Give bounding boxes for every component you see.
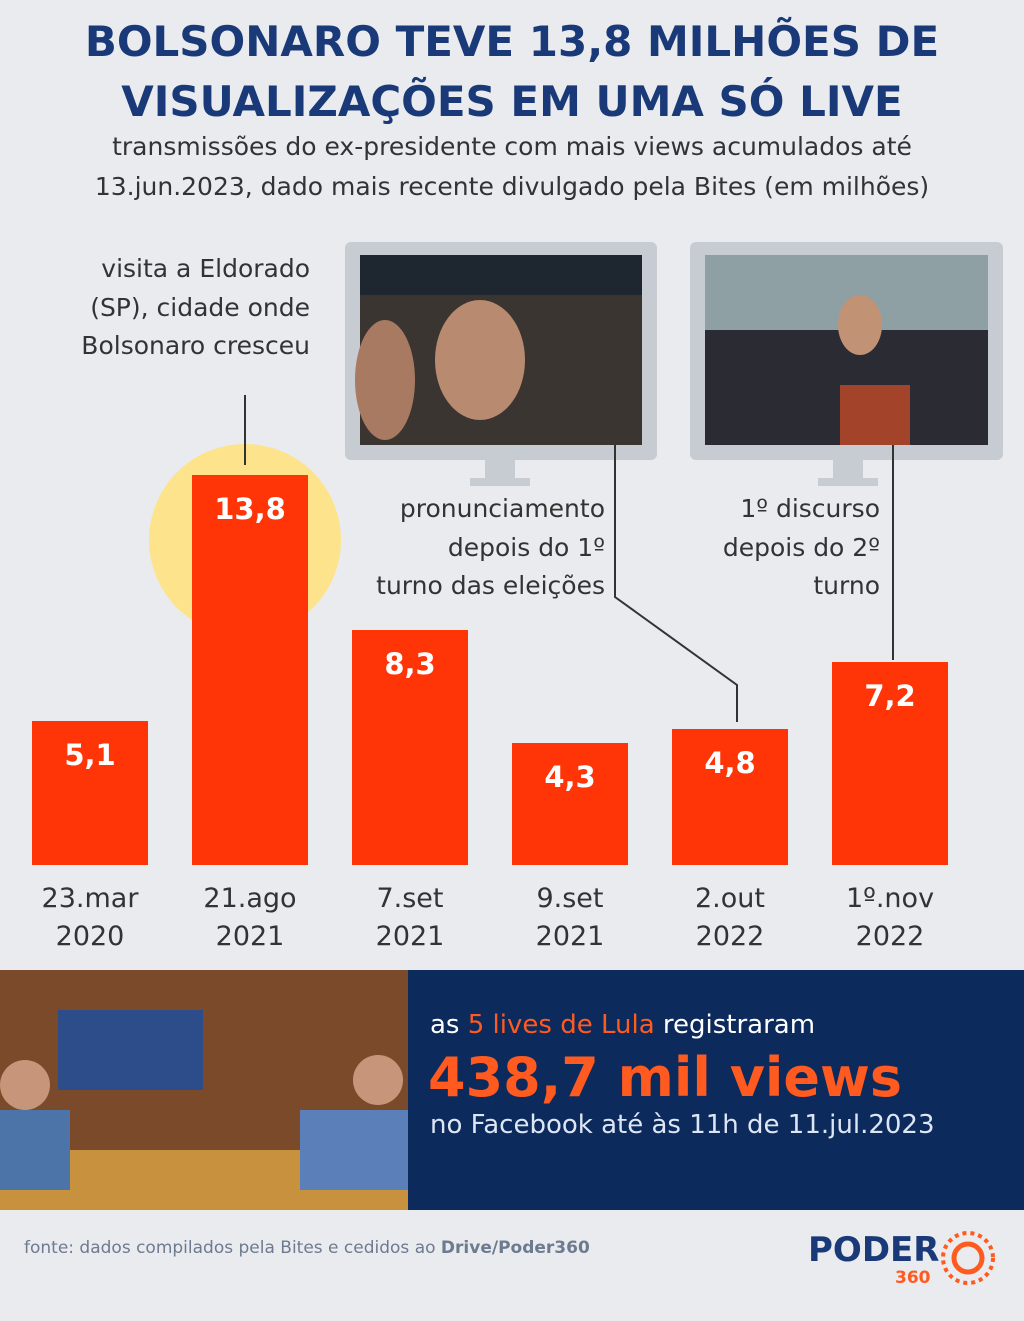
source-bold: Drive/Poder360 [440, 1238, 590, 1258]
source-text: fonte: dados compilados pela Bites e ced… [24, 1238, 436, 1258]
annotation-line-text: Bolsonaro cresceu [81, 331, 310, 360]
photo-face [355, 320, 415, 440]
photo-screen [58, 1010, 203, 1090]
x-tick-label: 2021 [375, 921, 445, 952]
x-tick-label: 2020 [55, 921, 125, 952]
annotation-line-text: depois do 1º [447, 532, 605, 562]
photo-shirt [0, 1110, 70, 1190]
annotation-line-text: turno [813, 571, 880, 600]
value-label: 7,2 [864, 678, 916, 713]
bar [832, 661, 948, 865]
bar [352, 630, 468, 865]
annotation-line-text: turno das eleições [376, 571, 605, 600]
source: fonte: dados compilados pela Bites e ced… [24, 1238, 590, 1258]
intro-post: registraram [662, 1010, 816, 1040]
photo-face [838, 295, 882, 355]
intro-highlight: 5 lives de Lula [467, 1010, 655, 1040]
logo-sun [941, 1231, 995, 1285]
value-label: 8,3 [384, 647, 436, 682]
x-tick-label: 9.set [536, 883, 604, 914]
x-tick-label: 2021 [215, 921, 285, 952]
lula-panel [408, 970, 1024, 1210]
annotation-line-text: visita a Eldorado [101, 254, 310, 283]
x-tick-label: 7.set [376, 883, 444, 914]
annotation-line-text: (SP), cidade onde [90, 292, 310, 322]
annotation-line [614, 445, 738, 722]
monitor-base [818, 478, 878, 486]
annotation-line-text: depois do 2º [722, 532, 880, 562]
x-tick-label: 2022 [855, 921, 925, 952]
monitor-base [470, 478, 530, 486]
value-label: 4,3 [544, 760, 596, 795]
x-tick-label: 23.mar [41, 883, 139, 914]
monitor-stand [833, 460, 863, 478]
lula-headline: 438,7 mil views [428, 1046, 903, 1109]
x-tick-label: 2021 [535, 921, 605, 952]
bar [32, 720, 148, 865]
bar [672, 729, 788, 865]
subtitle-line: 13.jun.2023, dado mais recente divulgado… [94, 172, 930, 201]
x-tick-label: 21.ago [203, 883, 297, 914]
photo-face [353, 1055, 403, 1105]
logo-name: PODER [808, 1230, 940, 1270]
subtitle-line: transmissões do ex-presidente com mais v… [112, 132, 912, 161]
annotation-line-text: 1º discurso [740, 494, 880, 523]
value-label: 4,8 [704, 746, 756, 781]
x-tick-label: 2.out [695, 883, 765, 914]
photo-podium [840, 385, 910, 445]
photo-face [435, 300, 525, 420]
monitor-stand [485, 460, 515, 478]
annotation-line-text: pronunciamento [399, 494, 605, 523]
title-line: BOLSONARO TEVE 13,8 MILHÕES DE [84, 17, 940, 66]
bar [192, 475, 308, 865]
lula-detail: no Facebook até às 11h de 11.jul.2023 [430, 1110, 935, 1140]
title-line: VISUALIZAÇÕES EM UMA SÓ LIVE [121, 77, 903, 126]
intro-pre: as [430, 1010, 460, 1040]
photo-face [0, 1060, 50, 1110]
value-label: 5,1 [64, 737, 116, 772]
bar [512, 743, 628, 865]
value-label: 13,8 [214, 492, 286, 526]
x-tick-label: 1º.nov [845, 883, 935, 914]
photo-shirt [300, 1110, 408, 1190]
photo-sky [360, 255, 642, 295]
x-tick-label: 2022 [695, 921, 765, 952]
logo-number: 360 [895, 1268, 931, 1288]
lula-intro: as 5 lives de Lula registraram [430, 1010, 815, 1040]
